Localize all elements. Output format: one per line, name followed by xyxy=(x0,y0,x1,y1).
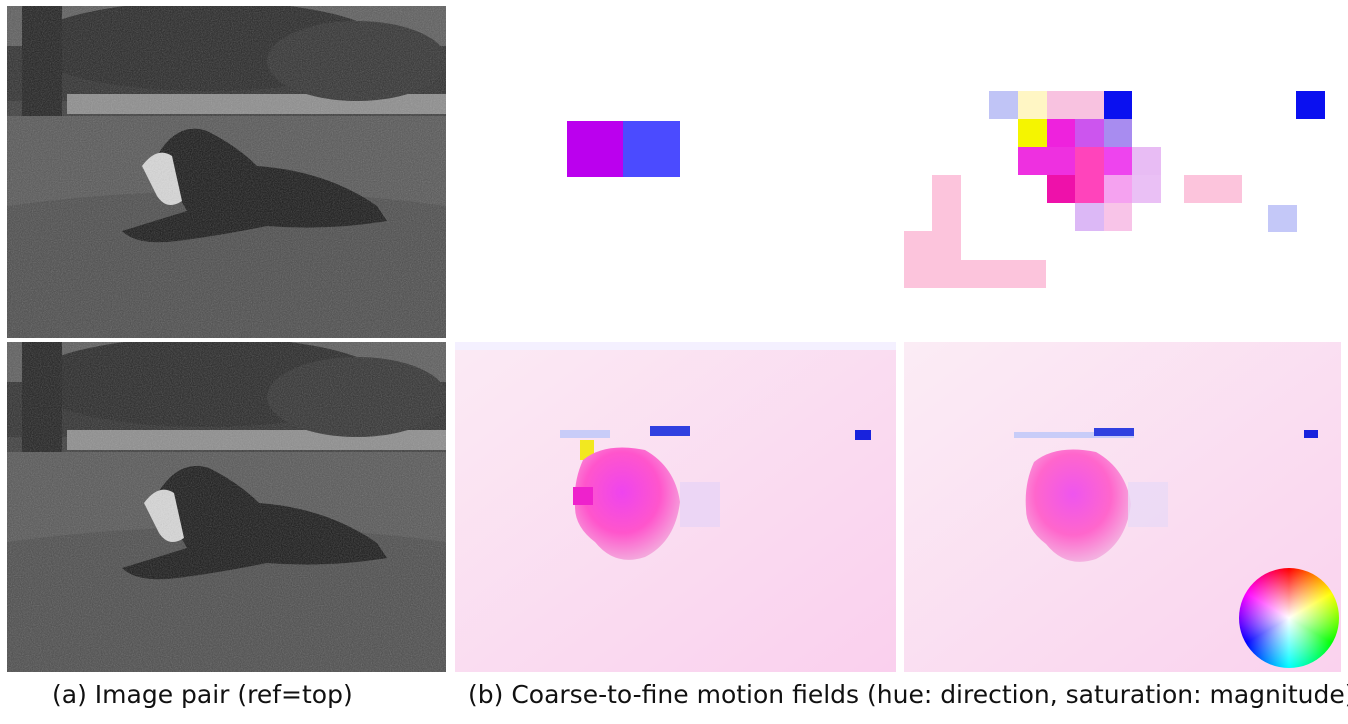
motion-field-coarse xyxy=(455,6,896,338)
caption-image-pair: (a) Image pair (ref=top) xyxy=(52,680,353,709)
caption-motion-fields: (b) Coarse-to-fine motion fields (hue: d… xyxy=(468,680,1348,709)
image-reference-top xyxy=(7,6,446,338)
color-wheel-icon xyxy=(1239,568,1339,668)
motion-field-finest xyxy=(904,342,1341,672)
motion-field-fine xyxy=(455,342,896,672)
motion-field-intermediate xyxy=(904,6,1341,338)
image-second-bottom xyxy=(7,342,446,672)
